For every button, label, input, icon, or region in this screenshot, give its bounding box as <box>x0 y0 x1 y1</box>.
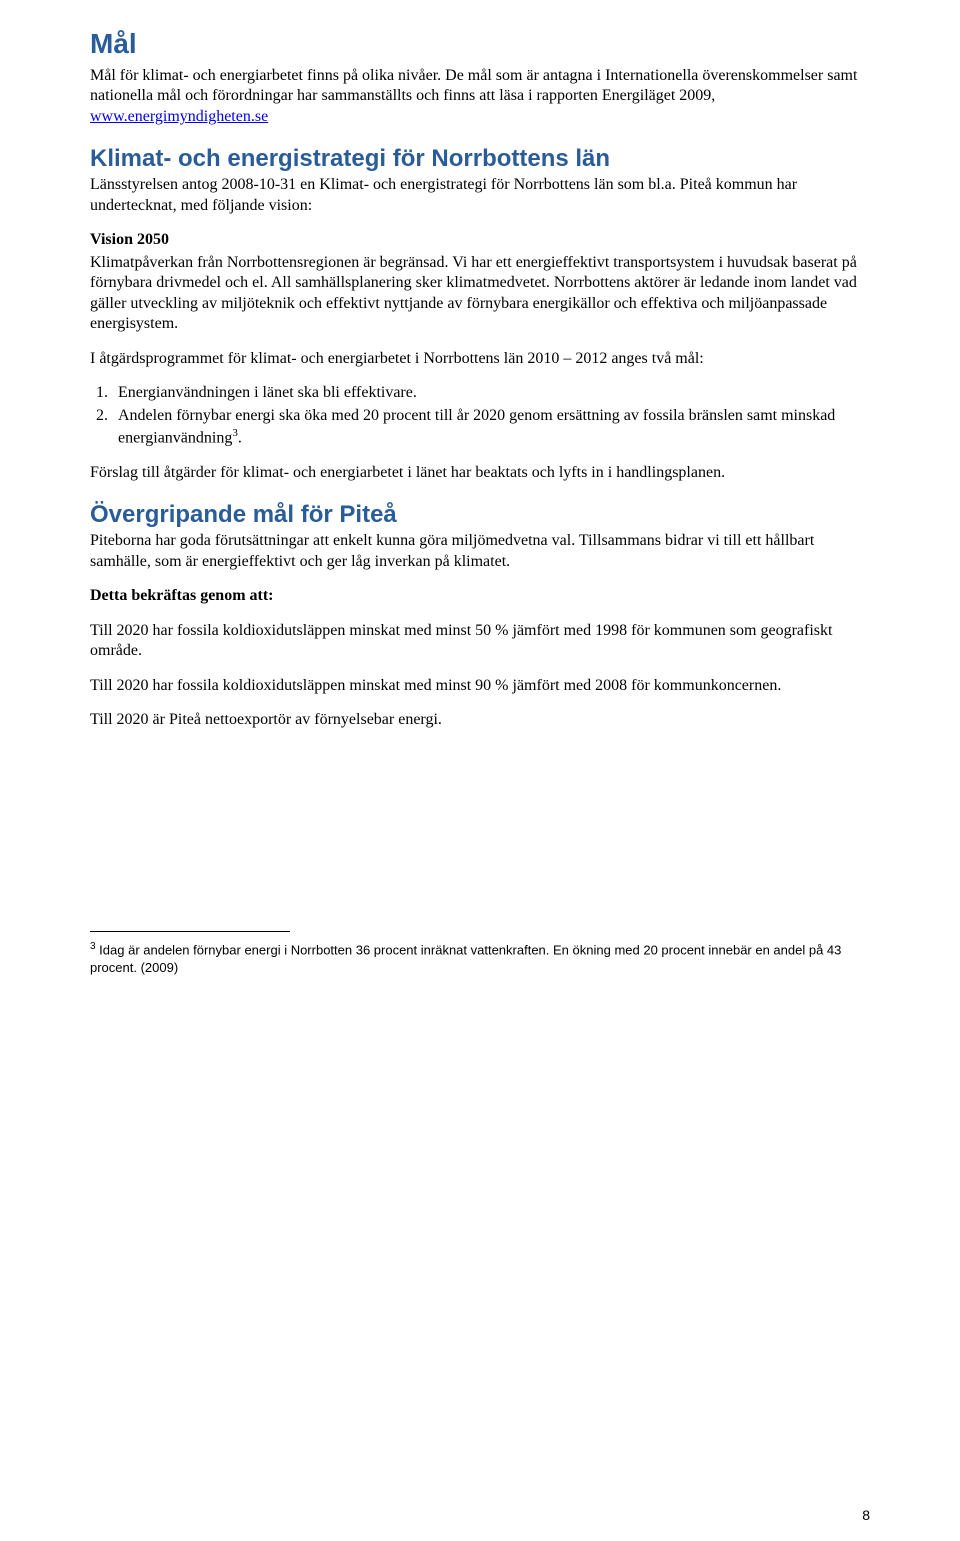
page-number: 8 <box>862 1507 870 1523</box>
goal-item-1: Energianvändningen i länet ska bli effek… <box>112 383 870 403</box>
confirm-label: Detta bekräftas genom att: <box>90 586 870 606</box>
vision-label: Vision 2050 <box>90 231 169 248</box>
section-heading-norrbotten: Klimat- och energistrategi för Norrbotte… <box>90 145 870 173</box>
pitea-p1: Piteborna har goda förutsättningar att e… <box>90 531 870 572</box>
norrbotten-p3: I åtgärdsprogrammet för klimat- och ener… <box>90 349 870 369</box>
energimyndigheten-link[interactable]: www.energimyndigheten.se <box>90 108 268 125</box>
intro-paragraph: Mål för klimat- och energiarbetet finns … <box>90 66 870 127</box>
vision-text: Klimatpåverkan från Norrbottensregionen … <box>90 253 870 335</box>
goal-item-2: Andelen förnybar energi ska öka med 20 p… <box>112 406 870 449</box>
page-title: Mål <box>90 28 870 60</box>
goal-2-text: Andelen förnybar energi ska öka med 20 p… <box>118 407 835 447</box>
pitea-p2: Till 2020 har fossila koldioxidutsläppen… <box>90 621 870 662</box>
pitea-p4: Till 2020 är Piteå nettoexportör av förn… <box>90 710 870 730</box>
goal-2-tail: . <box>238 429 242 446</box>
footnote-text: Idag är andelen förnybar energi i Norrbo… <box>90 942 841 975</box>
page: Mål Mål för klimat- och energiarbetet fi… <box>0 0 960 1541</box>
goals-list: Energianvändningen i länet ska bli effek… <box>112 383 870 449</box>
pitea-p3: Till 2020 har fossila koldioxidutsläppen… <box>90 676 870 696</box>
norrbotten-p1: Länsstyrelsen antog 2008-10-31 en Klimat… <box>90 175 870 216</box>
intro-text: Mål för klimat- och energiarbetet finns … <box>90 67 857 104</box>
footnote-separator <box>90 931 290 932</box>
vision-paragraph: Vision 2050 <box>90 230 870 250</box>
norrbotten-p4: Förslag till åtgärder för klimat- och en… <box>90 463 870 483</box>
section-heading-pitea: Övergripande mål för Piteå <box>90 501 870 529</box>
footnote: 3 Idag är andelen förnybar energi i Norr… <box>90 940 870 976</box>
